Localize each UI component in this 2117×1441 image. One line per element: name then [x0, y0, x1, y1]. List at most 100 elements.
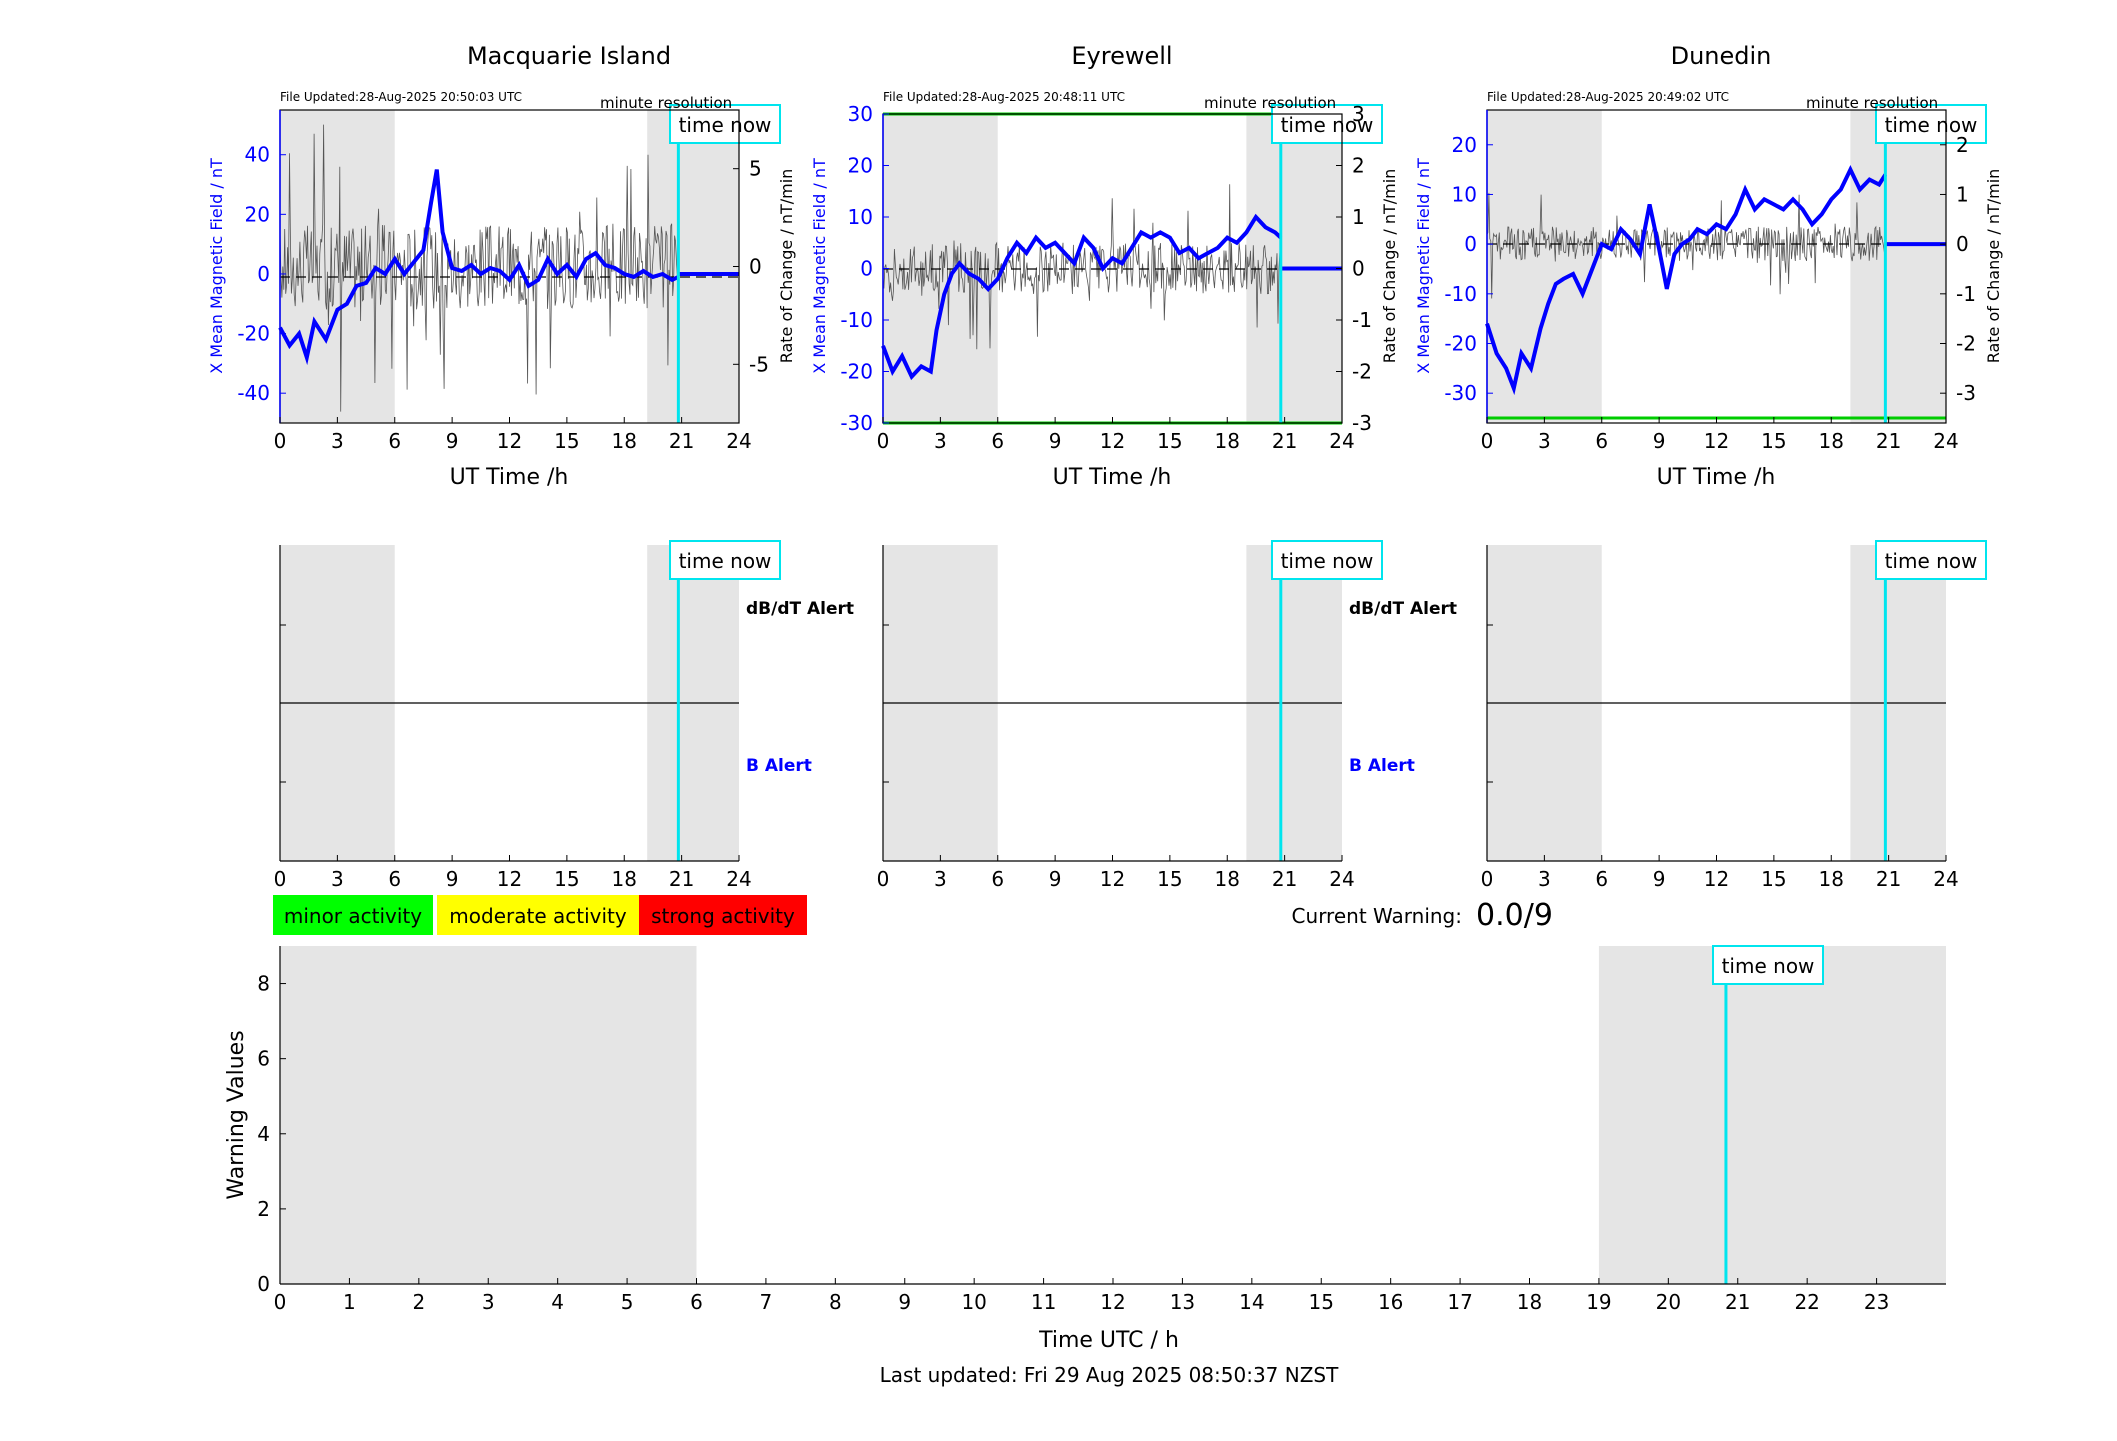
right-tick-label: -1: [1352, 308, 1372, 332]
left-tick-label: -10: [840, 308, 873, 332]
alert-panel-eyrewell: time now 0 3 6 9 12 15 18 21 24 dB/dT Alert B Al…: [877, 540, 1457, 891]
x-tick-label: 18: [612, 867, 637, 891]
x-tick-label: 12: [1704, 429, 1729, 453]
x-tick-label: 0: [877, 867, 890, 891]
x-field-series-0: [278, 169, 680, 366]
x-tick-label: 15: [1157, 429, 1182, 453]
x-tick-label: 0: [877, 429, 890, 453]
x-axis-ticks: 0 3 6 9 12 15 18 21 24: [877, 417, 1355, 453]
alert-panel-macquarie-island: time now 0 3 6 9 12 15 18 21 24 dB/dT Alert B Al…: [274, 540, 854, 891]
minute-resolution-label: minute resolution: [600, 94, 732, 112]
x-tick-label: 3: [934, 429, 947, 453]
x-tick-label: 15: [554, 867, 579, 891]
night-shade: [1598, 946, 1946, 1284]
time-now-box-frame: [1271, 540, 1383, 580]
right-axis-label: Rate of Change / nT/min: [1984, 169, 2003, 364]
y-axis-ticks: 0 2 4 6 8: [257, 972, 286, 1296]
x-tick-label: 0: [274, 1290, 287, 1314]
right-tick-label: 3: [1352, 102, 1365, 126]
x-axis-ticks: 0 1 2 3 4 5 6 7 8 9 10 11 12 13 14 15 16 17 18 19 20 21 22 23: [274, 1278, 1889, 1314]
dbdt-alert-label: dB/dT Alert: [746, 599, 854, 619]
y-axis-label: Warning Values: [224, 1030, 249, 1199]
x-tick-label: 20: [1656, 1290, 1681, 1314]
x-tick-label: 0: [1481, 429, 1494, 453]
file-updated-label: File Updated:28-Aug-2025 20:49:02 UTC: [1487, 90, 1729, 104]
x-tick-label: 24: [1933, 867, 1958, 891]
left-tick-label: 40: [245, 143, 270, 167]
time-now-box-frame: [669, 540, 781, 580]
right-axis-label: Rate of Change / nT/min: [1380, 169, 1399, 364]
time-now-label: time now: [679, 549, 772, 573]
x-tick-label: 17: [1447, 1290, 1472, 1314]
left-tick-label: 0: [257, 262, 270, 286]
right-tick-label: 1: [1956, 182, 1969, 206]
alert-panel-dunedin: time now 0 3 6 9 12 15 18 21 24: [1481, 540, 1987, 891]
time-now-box-frame: [1875, 540, 1987, 580]
left-axis-ticks: -30 -20 -10 0 10 20: [1444, 133, 1493, 405]
right-axis-ticks: -3 -2 -1 0 1 2: [1940, 133, 1976, 405]
left-tick-label: 0: [860, 257, 873, 281]
b-alert-label: B Alert: [1349, 756, 1415, 776]
x-tick-label: 24: [726, 429, 751, 453]
right-tick-label: 1: [1352, 205, 1365, 229]
x-tick-label: 6: [991, 867, 1004, 891]
x-axis-label: UT Time /h: [1053, 465, 1172, 490]
x-tick-label: 6: [1595, 867, 1608, 891]
x-tick-label: 13: [1170, 1290, 1195, 1314]
legend-strong-swatch: [639, 895, 807, 935]
left-tick-label: -30: [1444, 381, 1477, 405]
left-axis-label: X Mean Magnetic Field / nT: [810, 158, 829, 374]
shade-layer-2: [1487, 110, 1946, 423]
time-now-label: time now: [1281, 549, 1374, 573]
right-tick-label: 2: [1956, 133, 1969, 157]
rate-of-change-series-0: [279, 124, 679, 412]
x-tick-label: 21: [669, 867, 694, 891]
x-tick-label: 3: [1538, 429, 1551, 453]
right-tick-label: -5: [749, 352, 769, 376]
right-tick-label: -3: [1956, 381, 1976, 405]
x-tick-label: 5: [621, 1290, 634, 1314]
x-axis-label: UT Time /h: [1657, 465, 1776, 490]
left-tick-label: 20: [245, 202, 270, 226]
time-now-label: time now: [1722, 954, 1815, 978]
x-tick-label: 24: [1329, 429, 1354, 453]
y-tick-label: 8: [257, 972, 270, 996]
right-tick-label: 0: [1956, 232, 1969, 256]
time-now-box: time now: [1271, 540, 1383, 580]
left-tick-label: 20: [1452, 133, 1477, 157]
panel-macquarie-island: time now 0 3 6 9 12 15 18 21 24 -40 -20 0 20 40 -5 0 5…: [207, 42, 796, 490]
x-tick-label: 21: [1876, 429, 1901, 453]
x-tick-label: 3: [482, 1290, 495, 1314]
left-tick-label: 20: [848, 154, 873, 178]
x-tick-label: 21: [1272, 867, 1297, 891]
legend-moderate-swatch: [437, 895, 639, 935]
x-axis-label: Time UTC / h: [1038, 1328, 1179, 1353]
x-tick-label: 21: [1725, 1290, 1750, 1314]
x-tick-label: 12: [1100, 1290, 1125, 1314]
night-shade: [647, 110, 739, 423]
rate-of-change-line: [279, 124, 679, 412]
left-tick-label: -40: [237, 381, 270, 405]
x-tick-label: 1: [343, 1290, 356, 1314]
time-now-label: time now: [1885, 549, 1978, 573]
x-axis-ticks: 0 3 6 9 12 15 18 21 24: [877, 624, 1355, 891]
x-tick-label: 9: [1653, 429, 1666, 453]
y-tick-label: 6: [257, 1047, 270, 1071]
left-tick-label: 10: [848, 205, 873, 229]
x-axis-ticks: 0 3 6 9 12 15 18 21 24: [1481, 624, 1959, 891]
time-now-box-frame: [1271, 104, 1383, 144]
x-axis-ticks: 0 3 6 9 12 15 18 21 24: [274, 417, 752, 453]
x-tick-label: 0: [1481, 867, 1494, 891]
legend-minor-swatch: [273, 895, 433, 935]
x-tick-label: 12: [1100, 867, 1125, 891]
x-tick-label: 0: [274, 867, 287, 891]
right-axis-ticks: -5 0 5: [733, 157, 769, 376]
time-now-box-frame: [1875, 104, 1987, 144]
x-tick-label: 19: [1586, 1290, 1611, 1314]
time-now-label: time now: [1281, 113, 1374, 137]
x-tick-label: 3: [934, 867, 947, 891]
time-now-box: time now: [1875, 540, 1987, 580]
x-tick-label: 15: [1309, 1290, 1334, 1314]
right-tick-label: -3: [1352, 411, 1372, 435]
